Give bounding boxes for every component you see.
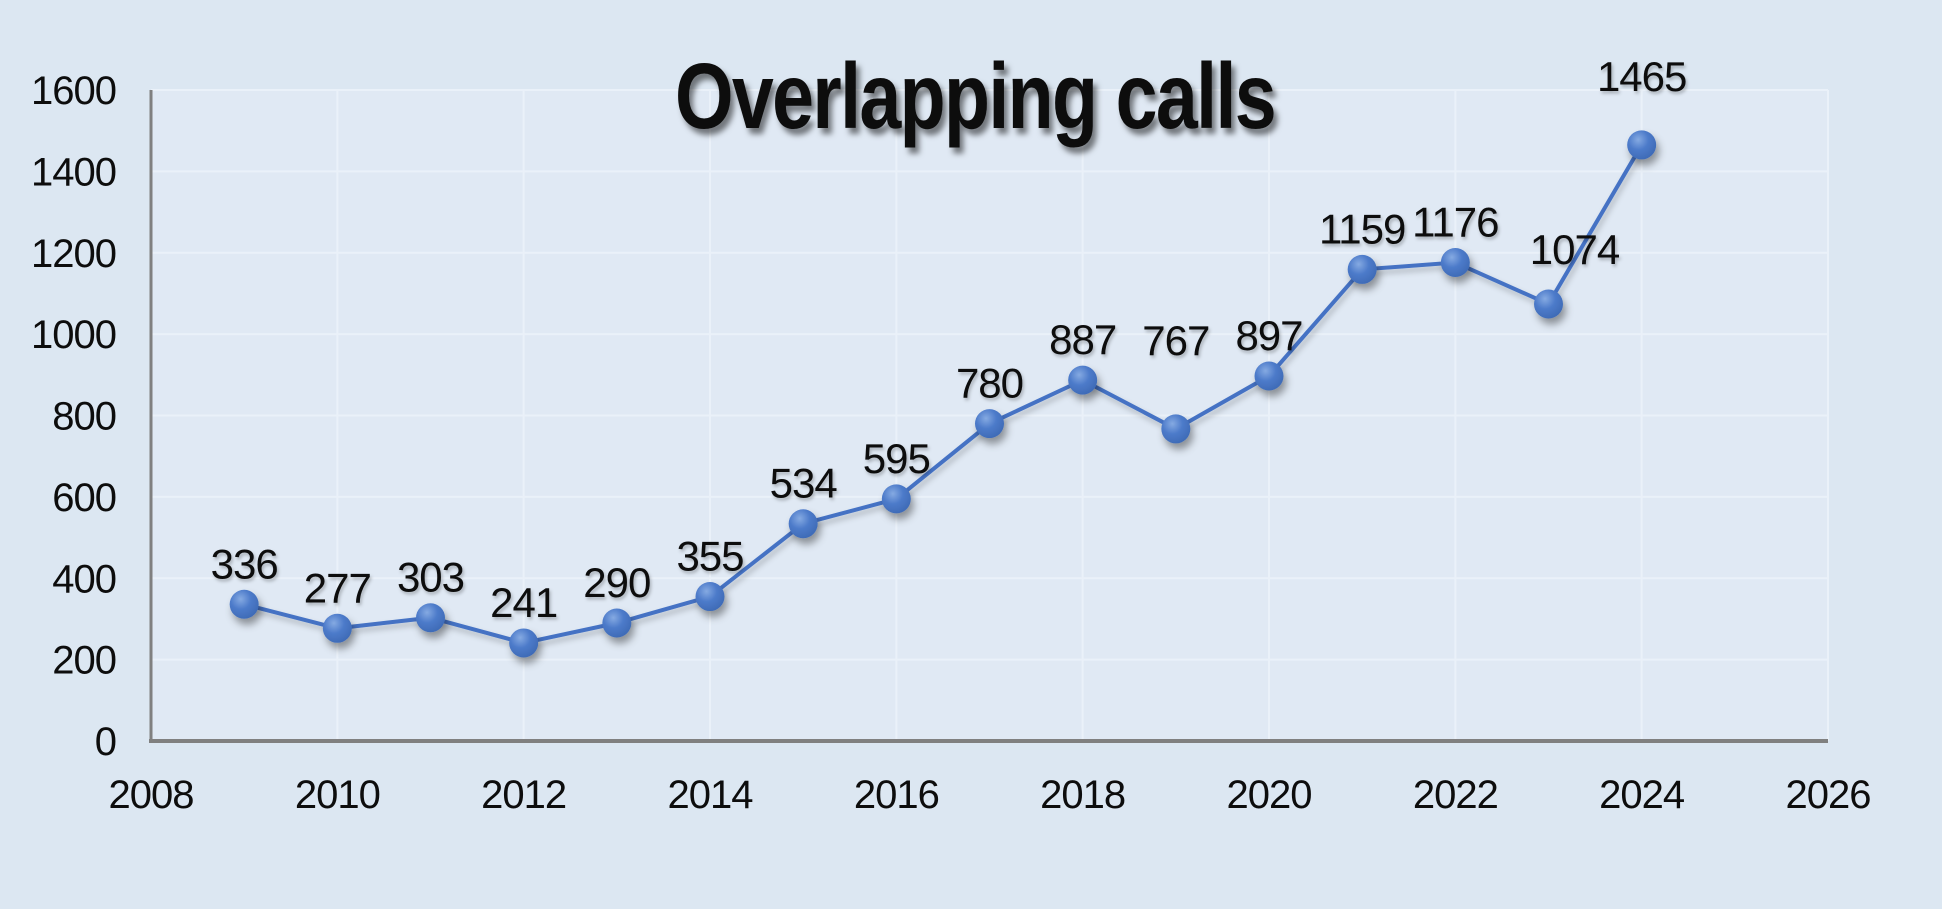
x-axis-tick-label: 2024 bbox=[1599, 773, 1685, 817]
data-point-label: 887 bbox=[1049, 316, 1116, 363]
data-point-marker bbox=[1440, 248, 1470, 278]
data-point-label: 303 bbox=[397, 554, 464, 601]
data-point-marker bbox=[788, 509, 818, 539]
data-point-marker bbox=[975, 409, 1004, 439]
data-point-label: 897 bbox=[1235, 312, 1302, 359]
x-axis-tick-label: 2012 bbox=[481, 773, 566, 817]
data-point-label: 355 bbox=[676, 533, 743, 580]
x-axis-tick-label: 2010 bbox=[295, 773, 380, 817]
data-point-label: 595 bbox=[863, 435, 930, 482]
data-point-label: 1176 bbox=[1412, 199, 1498, 246]
data-point-label: 767 bbox=[1142, 317, 1209, 364]
data-point-markers bbox=[229, 130, 1657, 658]
axes bbox=[149, 90, 1828, 743]
data-point-marker bbox=[1161, 414, 1191, 444]
data-point-marker bbox=[1254, 361, 1284, 391]
y-axis-tick-label: 400 bbox=[52, 557, 116, 601]
y-axis-tick-label: 200 bbox=[52, 639, 116, 683]
data-point-label: 241 bbox=[490, 579, 557, 626]
data-point-label: 290 bbox=[583, 559, 650, 606]
data-point-label: 780 bbox=[956, 360, 1023, 407]
y-axis-tick-label: 0 bbox=[95, 720, 116, 764]
x-axis-tick-labels: 2008 2010 2012 2014 2016 2018 2020 2022 2024 2026 bbox=[109, 773, 1872, 817]
x-axis-tick-label: 2016 bbox=[854, 773, 939, 817]
data-point-label: 1465 bbox=[1597, 53, 1686, 100]
y-axis-tick-label: 1400 bbox=[31, 150, 116, 194]
data-point-marker bbox=[602, 608, 632, 638]
data-point-marker bbox=[881, 484, 911, 514]
data-point-label: 336 bbox=[211, 540, 278, 587]
gridlines bbox=[151, 89, 1829, 741]
y-axis-tick-label: 1200 bbox=[31, 232, 116, 276]
x-axis-tick-label: 2022 bbox=[1413, 773, 1498, 817]
y-axis-tick-label: 600 bbox=[52, 476, 116, 520]
chart-title: Overlapping calls bbox=[675, 44, 1275, 148]
data-point-label: 1074 bbox=[1530, 226, 1620, 273]
data-point-marker bbox=[1627, 130, 1657, 160]
y-axis-tick-label: 800 bbox=[52, 395, 116, 439]
data-point-marker bbox=[1534, 289, 1563, 319]
data-point-marker bbox=[416, 603, 445, 633]
y-axis-tick-labels: 0 200 400 600 800 1000 1200 1400 1600 bbox=[31, 69, 117, 764]
data-point-labels: 336 277 303 241 290 355 534 595 780 887 767 897 1159… bbox=[211, 53, 1688, 626]
data-point-marker bbox=[322, 613, 352, 643]
series-line bbox=[243, 143, 1644, 646]
x-axis-tick-label: 2018 bbox=[1040, 773, 1125, 817]
data-point-marker bbox=[509, 628, 539, 658]
data-point-marker bbox=[1068, 365, 1098, 395]
data-point-label: 534 bbox=[770, 460, 838, 507]
x-axis-tick-label: 2014 bbox=[668, 773, 754, 817]
y-axis-tick-label: 1600 bbox=[31, 69, 116, 113]
x-axis-tick-label: 2020 bbox=[1227, 773, 1312, 817]
x-axis-tick-label: 2026 bbox=[1786, 773, 1871, 817]
data-point-marker bbox=[695, 582, 725, 612]
y-axis-tick-label: 1000 bbox=[31, 313, 116, 357]
data-point-label: 1159 bbox=[1319, 205, 1405, 252]
data-point-marker bbox=[1347, 254, 1377, 284]
data-point-label: 277 bbox=[304, 564, 371, 611]
data-point-marker bbox=[229, 589, 259, 619]
x-axis-tick-label: 2008 bbox=[109, 773, 194, 817]
